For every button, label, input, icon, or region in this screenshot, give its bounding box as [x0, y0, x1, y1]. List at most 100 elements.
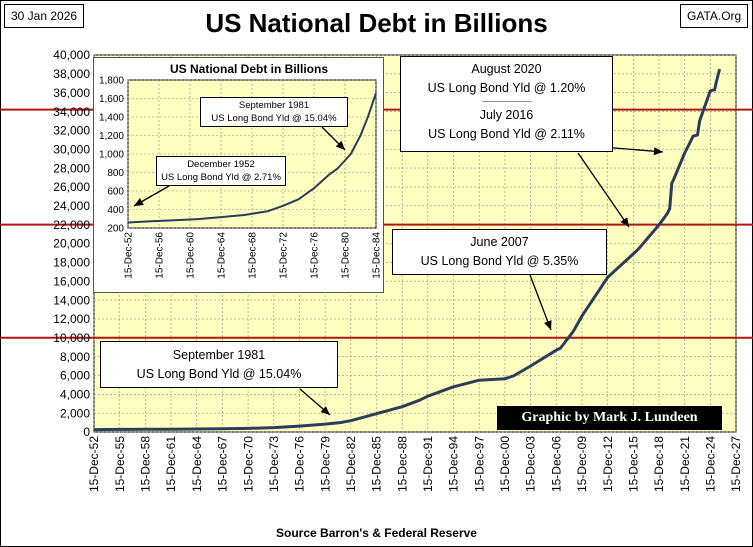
x-tick-label: 15-Dec-97: [472, 436, 486, 492]
x-tick-label: 15-Dec-27: [729, 436, 743, 492]
x-tick-label: 15-Dec-68: [248, 232, 259, 279]
x-tick-label: 15-Dec-12: [601, 436, 615, 492]
x-tick-label: 15-Dec-94: [447, 436, 461, 492]
y-tick-label: 1,600: [99, 94, 124, 105]
callout-sep-1981: September 1981 US Long Bond Yld @ 15.04%: [100, 341, 338, 388]
y-tick-label: 4,000: [60, 388, 90, 402]
date-label: 30 Jan 2026: [4, 4, 85, 28]
y-tick-label: 38,000: [53, 67, 90, 81]
callout-line: September 1981: [172, 348, 266, 362]
x-tick-label: 15-Dec-52: [124, 232, 135, 279]
x-tick-label: 15-Dec-55: [113, 436, 127, 492]
inset-chart-title: US National Debt in Billions: [169, 62, 328, 76]
x-tick-label: 15-Dec-64: [190, 436, 204, 492]
series-line: [93, 68, 722, 432]
y-tick-label: 20,000: [53, 237, 90, 251]
x-tick-label: 15-Dec-18: [652, 436, 666, 492]
annotation-arrowhead: [134, 198, 144, 206]
annotation-arrowhead: [544, 320, 552, 330]
x-tick-label: 15-Dec-58: [139, 436, 153, 492]
x-tick-label: 15-Dec-67: [216, 436, 230, 492]
y-tick-label: 800: [107, 168, 124, 179]
x-tick-label: 15-Dec-64: [217, 232, 228, 279]
x-tick-label: 15-Dec-52: [87, 436, 101, 492]
y-tick-label: 14,000: [53, 293, 90, 307]
x-tick-label: 15-Dec-91: [421, 436, 435, 492]
y-tick-label: 18,000: [53, 256, 90, 270]
chart-title: US National Debt in Billions: [205, 8, 548, 38]
callout-line: August 2020: [471, 62, 542, 76]
x-tick-label: 15-Dec-00: [498, 436, 512, 492]
y-tick-label: 12,000: [53, 312, 90, 326]
y-tick-label: 34,000: [53, 105, 90, 119]
callout-line: September 1981: [238, 100, 310, 111]
graphic-credit: Graphic by Mark J. Lundeen: [497, 406, 722, 430]
y-tick-label: 10,000: [53, 331, 90, 345]
callout-aug-2020: August 2020 US Long Bond Yld @ 1.20% ---…: [400, 56, 613, 152]
annotation-arrowhead: [653, 147, 663, 156]
x-tick-label: 15-Dec-70: [241, 436, 255, 492]
series-line: [127, 92, 377, 224]
x-tick-label: 15-Dec-72: [279, 232, 290, 279]
y-tick-label: 36,000: [53, 86, 90, 100]
inset-callout-sep-1981: September 1981 US Long Bond Yld @ 15.04%: [200, 97, 348, 127]
y-tick-label: 1,400: [99, 113, 124, 124]
x-tick-label: 15-Dec-76: [293, 436, 307, 492]
callout-line: July 2016: [479, 108, 534, 122]
annotation-arrow: [577, 152, 630, 228]
y-tick-label: 1,800: [99, 76, 124, 87]
y-tick-label: 200: [107, 224, 124, 235]
y-tick-label: 16,000: [53, 274, 90, 288]
x-tick-label: 15-Dec-88: [395, 436, 409, 492]
y-tick-label: 6,000: [60, 369, 90, 383]
x-tick-label: 15-Dec-15: [626, 436, 640, 492]
x-tick-label: 15-Dec-56: [155, 232, 166, 279]
x-tick-label: 15-Dec-60: [186, 232, 197, 279]
site-label: GATA.Org: [680, 4, 749, 28]
x-tick-label: 15-Dec-84: [372, 232, 383, 279]
y-tick-label: 32,000: [53, 124, 90, 138]
source-label: Source Barron's & Federal Reserve: [276, 526, 477, 540]
x-tick-label: 15-Dec-73: [267, 436, 281, 492]
callout-line: US Long Bond Yld @ 1.20%: [427, 81, 586, 95]
x-tick-label: 15-Dec-79: [318, 436, 332, 492]
y-tick-label: 24,000: [53, 199, 90, 213]
callout-line: US Long Bond Yld @ 15.04%: [136, 367, 302, 381]
y-tick-label: 40,000: [53, 48, 90, 62]
callout-line: US Long Bond Yld @ 2.11%: [428, 127, 585, 141]
y-tick-label: 22,000: [53, 218, 90, 232]
x-tick-label: 15-Dec-82: [344, 436, 358, 492]
annotation-arrowhead: [335, 140, 345, 150]
y-tick-label: 1,000: [99, 150, 124, 161]
y-tick-label: 0: [83, 425, 90, 439]
y-tick-label: 400: [107, 205, 124, 216]
callout-line: US Long Bond Yld @ 2.71%: [161, 172, 281, 183]
inset-callout-dec-1952: December 1952 US Long Bond Yld @ 2.71%: [156, 156, 286, 186]
y-tick-label: 26,000: [53, 180, 90, 194]
annotation-arrowhead: [320, 406, 330, 415]
callout-jun-2007: June 2007 US Long Bond Yld @ 5.35%: [392, 229, 607, 275]
x-tick-label: 15-Dec-61: [164, 436, 178, 492]
y-tick-label: 2,000: [60, 406, 90, 420]
x-tick-label: 15-Dec-85: [370, 436, 384, 492]
y-tick-label: 600: [107, 187, 124, 198]
callout-line: December 1952: [187, 159, 255, 170]
y-tick-label: 28,000: [53, 161, 90, 175]
inset-chart-panel: 200 400 600 800 1,000 1,200 1,400 1,600 1,800 15-…: [93, 57, 384, 293]
callout-line: June 2007: [470, 235, 529, 249]
x-tick-label: 15-Dec-24: [704, 436, 718, 492]
y-tick-label: 8,000: [60, 350, 90, 364]
x-tick-label: 15-Dec-06: [549, 436, 563, 492]
x-tick-label: 15-Dec-03: [524, 436, 538, 492]
annotation-arrow: [529, 274, 552, 331]
callout-line: US Long Bond Yld @ 5.35%: [420, 254, 579, 268]
annotation-arrowhead: [620, 217, 629, 227]
callout-separator: ----------------------------------------…: [482, 99, 532, 105]
y-tick-label: 1,200: [99, 131, 124, 142]
callout-line: US Long Bond Yld @ 15.04%: [211, 113, 337, 124]
x-tick-label: 15-Dec-76: [310, 232, 321, 279]
x-tick-label: 15-Dec-80: [341, 232, 352, 279]
x-tick-label: 15-Dec-21: [678, 436, 692, 492]
y-tick-label: 30,000: [53, 142, 90, 156]
